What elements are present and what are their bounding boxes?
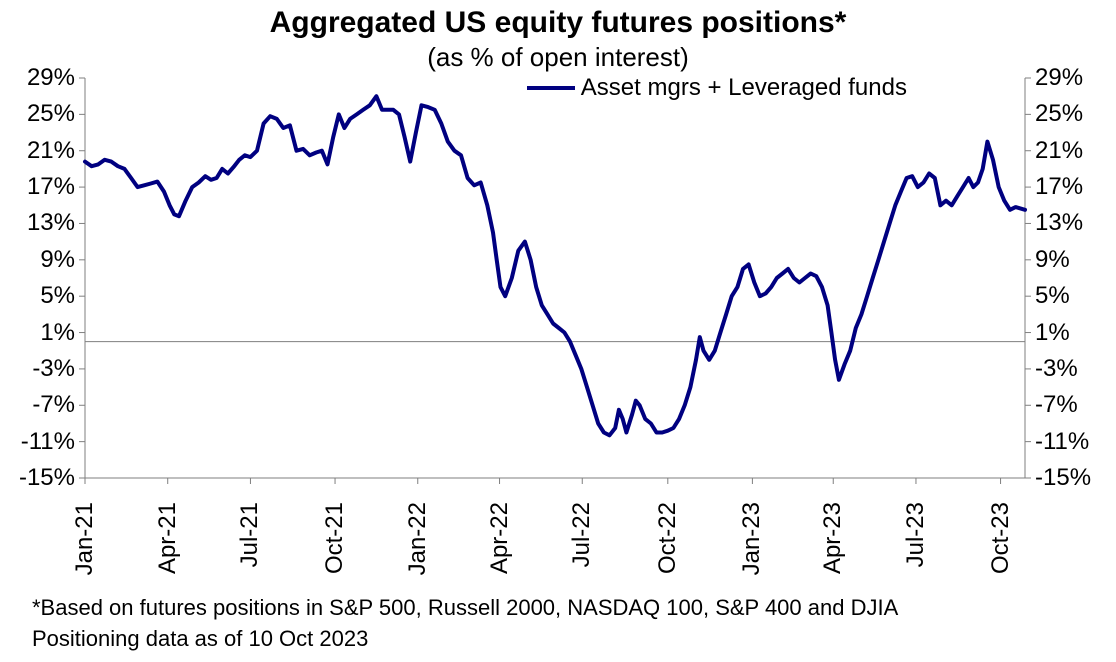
y-tick-label-right: -15% (1035, 466, 1091, 490)
plot-area (85, 78, 1025, 478)
legend: Asset mgrs + Leveraged funds (527, 74, 907, 102)
line-series-svg (85, 78, 1025, 478)
x-tick-label: Jan-21 (73, 502, 97, 602)
x-tick-label: Apr-23 (821, 502, 845, 602)
footnote-1: *Based on futures positions in S&P 500, … (32, 595, 898, 621)
y-tick-label-left: 21% (27, 139, 75, 163)
x-tick-label: Oct-23 (989, 502, 1013, 602)
x-tick-label: Jan-23 (740, 502, 764, 602)
y-tick-label-right: 1% (1035, 321, 1070, 345)
y-tick-label-left: 13% (27, 211, 75, 235)
chart-title: Aggregated US equity futures positions* (0, 6, 1116, 40)
y-tick-label-left: 29% (27, 66, 75, 90)
y-tick-label-left: 9% (40, 248, 75, 272)
y-tick-label-left: 5% (40, 284, 75, 308)
x-tick-label: Jul-21 (238, 502, 262, 602)
legend-label: Asset mgrs + Leveraged funds (581, 74, 907, 102)
x-tick-label: Jan-22 (406, 502, 430, 602)
chart-subtitle: (as % of open interest) (0, 42, 1116, 73)
y-tick-label-left: -3% (32, 357, 75, 381)
x-tick-label: Apr-21 (156, 502, 180, 602)
y-tick-label-right: 17% (1035, 175, 1083, 199)
y-tick-label-left: -15% (19, 466, 75, 490)
y-tick-label-left: -7% (32, 393, 75, 417)
chart-container: Aggregated US equity futures positions* … (0, 0, 1116, 662)
y-tick-label-left: 1% (40, 321, 75, 345)
y-tick-label-right: 9% (1035, 248, 1070, 272)
x-tick-label: Jul-23 (904, 502, 928, 602)
series-line (85, 96, 1025, 435)
y-tick-label-right: -3% (1035, 357, 1078, 381)
y-tick-label-left: 17% (27, 175, 75, 199)
y-tick-label-right: 29% (1035, 66, 1083, 90)
footnote-2: Positioning data as of 10 Oct 2023 (32, 626, 368, 652)
y-tick-label-right: -7% (1035, 393, 1078, 417)
y-tick-label-left: -11% (21, 430, 75, 454)
x-tick-label: Oct-22 (656, 502, 680, 602)
y-tick-label-right: -11% (1035, 430, 1089, 454)
y-tick-label-right: 21% (1035, 139, 1083, 163)
y-tick-label-right: 13% (1035, 211, 1083, 235)
x-tick-label: Jul-22 (570, 502, 594, 602)
x-tick-label: Apr-22 (488, 502, 512, 602)
y-tick-label-left: 25% (27, 102, 75, 126)
legend-line-icon (527, 86, 575, 90)
y-tick-label-right: 5% (1035, 284, 1070, 308)
y-tick-label-right: 25% (1035, 102, 1083, 126)
x-tick-label: Oct-21 (323, 502, 347, 602)
